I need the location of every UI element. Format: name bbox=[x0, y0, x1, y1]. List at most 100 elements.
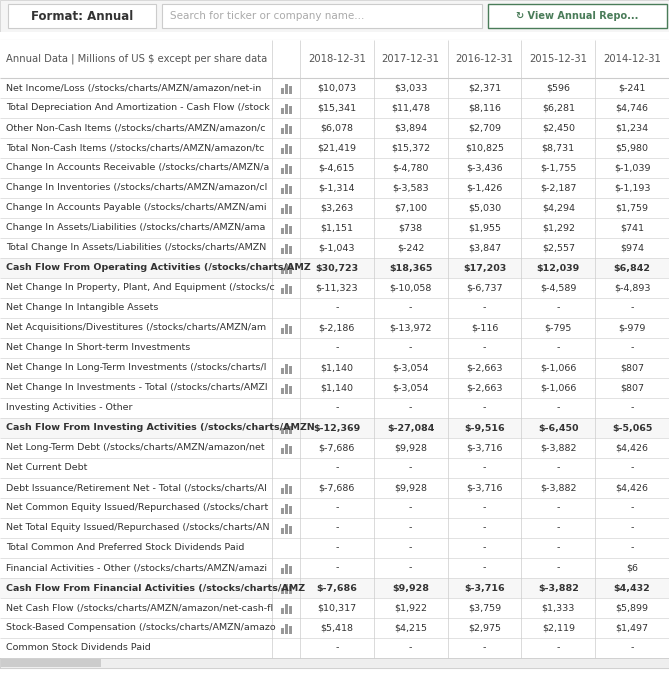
Text: $974: $974 bbox=[620, 243, 644, 252]
Text: $4,426: $4,426 bbox=[615, 483, 649, 492]
Bar bbox=[285, 624, 288, 634]
Text: -: - bbox=[409, 643, 412, 652]
Text: -: - bbox=[483, 544, 486, 553]
Text: Financial Activities - Other (/stocks/charts/AMZN/amazi: Financial Activities - Other (/stocks/ch… bbox=[6, 563, 267, 572]
Bar bbox=[281, 628, 284, 634]
Text: $-1,193: $-1,193 bbox=[614, 184, 650, 193]
Text: Net Total Equity Issued/Repurchased (/stocks/charts/AN: Net Total Equity Issued/Repurchased (/st… bbox=[6, 523, 270, 532]
Text: Net Change In Long-Term Investments (/stocks/charts/l: Net Change In Long-Term Investments (/st… bbox=[6, 363, 266, 372]
Text: -: - bbox=[557, 464, 560, 473]
Text: $-7,686: $-7,686 bbox=[318, 483, 355, 492]
Bar bbox=[162, 4, 482, 28]
Text: $-10,058: $-10,058 bbox=[389, 283, 432, 292]
Bar bbox=[281, 367, 284, 374]
Text: ↻ View Annual Repo...: ↻ View Annual Repo... bbox=[516, 11, 639, 21]
Text: Net Acquisitions/Divestitures (/stocks/charts/AMZN/am: Net Acquisitions/Divestitures (/stocks/c… bbox=[6, 323, 266, 332]
Bar bbox=[289, 146, 292, 154]
Text: $-9,516: $-9,516 bbox=[464, 424, 505, 433]
Text: -: - bbox=[557, 403, 560, 412]
Bar bbox=[0, 558, 669, 578]
Bar bbox=[289, 586, 292, 594]
Text: $2,119: $2,119 bbox=[542, 624, 575, 633]
Text: Other Non-Cash Items (/stocks/charts/AMZN/amazon/c: Other Non-Cash Items (/stocks/charts/AMZ… bbox=[6, 123, 266, 132]
Bar bbox=[289, 486, 292, 494]
Text: $10,073: $10,073 bbox=[317, 83, 357, 92]
Text: $-27,084: $-27,084 bbox=[387, 424, 434, 433]
Bar bbox=[0, 32, 669, 40]
Text: $1,922: $1,922 bbox=[394, 603, 427, 612]
Text: -: - bbox=[483, 464, 486, 473]
Text: $-2,186: $-2,186 bbox=[318, 323, 355, 332]
Text: $807: $807 bbox=[620, 384, 644, 393]
Text: $4,215: $4,215 bbox=[394, 624, 427, 633]
Bar bbox=[281, 167, 284, 174]
Text: 2017-12-31: 2017-12-31 bbox=[382, 54, 440, 64]
Text: -: - bbox=[335, 523, 339, 532]
Text: $1,151: $1,151 bbox=[320, 224, 353, 233]
Text: Change In Assets/Liabilities (/stocks/charts/AMZN/ama: Change In Assets/Liabilities (/stocks/ch… bbox=[6, 224, 266, 233]
Bar bbox=[289, 186, 292, 194]
Text: $-3,054: $-3,054 bbox=[393, 384, 429, 393]
Text: $9,928: $9,928 bbox=[394, 483, 427, 492]
Text: $-3,882: $-3,882 bbox=[540, 443, 577, 452]
Text: -: - bbox=[409, 464, 412, 473]
Bar bbox=[0, 458, 669, 478]
Text: -: - bbox=[409, 563, 412, 572]
Text: -: - bbox=[483, 344, 486, 353]
Text: Debt Issuance/Retirement Net - Total (/stocks/charts/Al: Debt Issuance/Retirement Net - Total (/s… bbox=[6, 483, 267, 492]
Text: $2,371: $2,371 bbox=[468, 83, 501, 92]
Text: $10,317: $10,317 bbox=[317, 603, 357, 612]
Text: $3,847: $3,847 bbox=[468, 243, 501, 252]
Bar bbox=[285, 603, 288, 614]
Text: $-4,589: $-4,589 bbox=[540, 283, 577, 292]
Bar bbox=[281, 207, 284, 214]
Text: -: - bbox=[557, 563, 560, 572]
Text: $-1,043: $-1,043 bbox=[318, 243, 355, 252]
Bar bbox=[285, 443, 288, 454]
Text: -: - bbox=[409, 344, 412, 353]
Bar bbox=[289, 246, 292, 254]
Text: $-795: $-795 bbox=[545, 323, 572, 332]
Text: $-3,716: $-3,716 bbox=[466, 443, 502, 452]
Bar bbox=[285, 323, 288, 334]
Text: 2016-12-31: 2016-12-31 bbox=[456, 54, 514, 64]
Text: -: - bbox=[335, 304, 339, 313]
Bar bbox=[281, 87, 284, 94]
Text: -: - bbox=[557, 304, 560, 313]
Bar bbox=[281, 327, 284, 334]
Text: $9,928: $9,928 bbox=[394, 443, 427, 452]
Bar bbox=[285, 264, 288, 274]
Text: -: - bbox=[483, 504, 486, 513]
Bar bbox=[289, 426, 292, 434]
Bar bbox=[285, 184, 288, 194]
Text: Change In Accounts Payable (/stocks/charts/AMZN/ami: Change In Accounts Payable (/stocks/char… bbox=[6, 203, 266, 212]
Text: Net Cash Flow (/stocks/charts/AMZN/amazon/net-cash-fl: Net Cash Flow (/stocks/charts/AMZN/amazo… bbox=[6, 603, 273, 612]
Text: -: - bbox=[557, 544, 560, 553]
Text: $15,341: $15,341 bbox=[317, 104, 357, 113]
Text: $30,723: $30,723 bbox=[315, 264, 359, 273]
Bar bbox=[0, 178, 669, 198]
Text: -: - bbox=[557, 344, 560, 353]
Text: $-3,882: $-3,882 bbox=[540, 483, 577, 492]
Text: -: - bbox=[630, 464, 634, 473]
Text: $-6,450: $-6,450 bbox=[538, 424, 579, 433]
Text: -: - bbox=[630, 523, 634, 532]
Text: $-2,187: $-2,187 bbox=[540, 184, 577, 193]
Text: -: - bbox=[630, 504, 634, 513]
Bar bbox=[281, 607, 284, 614]
Text: $-7,686: $-7,686 bbox=[318, 443, 355, 452]
Text: $1,497: $1,497 bbox=[615, 624, 649, 633]
Bar bbox=[0, 78, 669, 98]
Text: -: - bbox=[409, 504, 412, 513]
Bar bbox=[0, 40, 669, 78]
Text: Change In Accounts Receivable (/stocks/charts/AMZN/a: Change In Accounts Receivable (/stocks/c… bbox=[6, 163, 269, 172]
Text: Net Income/Loss (/stocks/charts/AMZN/amazon/net-in: Net Income/Loss (/stocks/charts/AMZN/ama… bbox=[6, 83, 262, 92]
Bar bbox=[281, 108, 284, 114]
Bar bbox=[289, 506, 292, 514]
Bar bbox=[281, 567, 284, 574]
Text: $9,928: $9,928 bbox=[392, 584, 429, 593]
Bar bbox=[0, 398, 669, 418]
Text: $-4,615: $-4,615 bbox=[318, 163, 355, 172]
Text: Net Change In Short-term Investments: Net Change In Short-term Investments bbox=[6, 344, 190, 353]
Bar bbox=[0, 238, 669, 258]
